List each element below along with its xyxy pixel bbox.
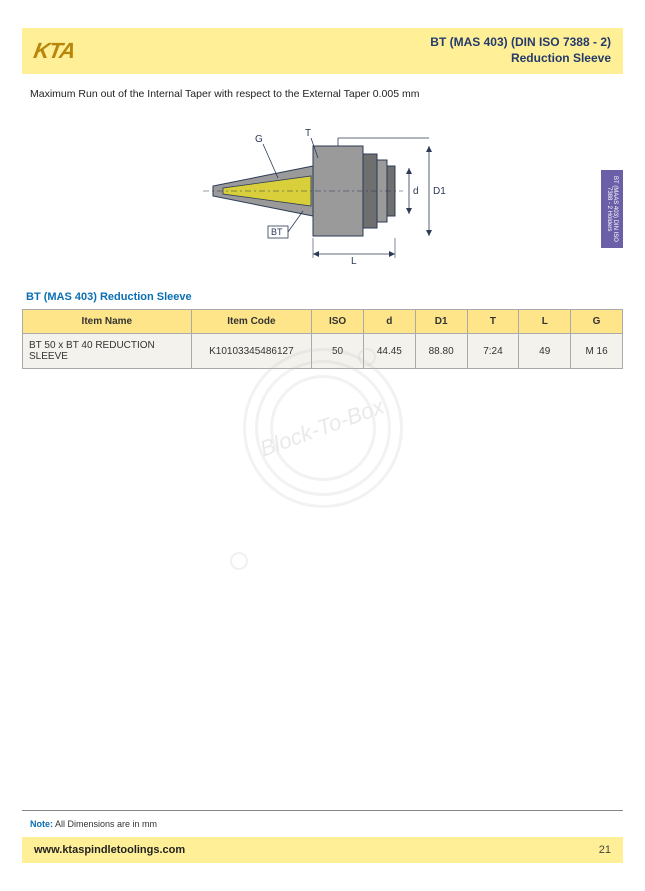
- runout-note: Maximum Run out of the Internal Taper wi…: [22, 82, 623, 110]
- watermark-dot-2: [230, 552, 248, 570]
- header-title-line2: Reduction Sleeve: [430, 51, 611, 67]
- watermark-text: Block-To-Box: [257, 393, 388, 462]
- diagram-label-d1: D1: [433, 186, 446, 197]
- cell-item-name: BT 50 x BT 40 REDUCTION SLEEVE: [23, 334, 192, 369]
- diagram-label-t: T: [305, 128, 311, 139]
- logo-text: KTA: [32, 38, 77, 64]
- page: KTA BT (MAS 403) (DIN ISO 7388 - 2) Redu…: [0, 0, 645, 891]
- cell-item-code: K10103345486127: [191, 334, 311, 369]
- watermark: Block-To-Box: [243, 348, 403, 508]
- watermark-circles: Block-To-Box: [243, 348, 403, 508]
- footer-rule: [22, 810, 623, 811]
- watermark-dot-1: [358, 348, 376, 366]
- reduction-sleeve-diagram: G T BT d D1 L: [193, 116, 453, 266]
- header-title-line1: BT (MAS 403) (DIN ISO 7388 - 2): [430, 35, 611, 51]
- diagram-label-bt: BT: [271, 227, 283, 237]
- col-item-name: Item Name: [23, 310, 192, 334]
- col-l: L: [519, 310, 571, 334]
- side-tab: BT (MAAS 403) DIN ISO 7388 - 2 Holders: [601, 170, 623, 248]
- footer-note: Note: All Dimensions are in mm: [22, 815, 623, 835]
- col-d: d: [363, 310, 415, 334]
- footer-url: www.ktaspindletoolings.com: [34, 844, 185, 856]
- col-g: G: [571, 310, 623, 334]
- cell-d1: 88.80: [415, 334, 467, 369]
- diagram-container: G T BT d D1 L: [22, 110, 623, 287]
- col-t: T: [467, 310, 519, 334]
- col-d1: D1: [415, 310, 467, 334]
- logo: KTA: [34, 38, 75, 64]
- note-label: Note:: [30, 819, 53, 829]
- cell-t: 7:24: [467, 334, 519, 369]
- spec-table: Item Name Item Code ISO d D1 T L G BT 50…: [22, 309, 623, 369]
- cell-g: M 16: [571, 334, 623, 369]
- note-text: All Dimensions are in mm: [55, 819, 157, 829]
- diagram-label-g: G: [255, 134, 263, 145]
- footer-bar: www.ktaspindletoolings.com 21: [22, 837, 623, 863]
- diagram-label-d: d: [413, 186, 419, 197]
- table-header-row: Item Name Item Code ISO d D1 T L G: [23, 310, 623, 334]
- cell-iso: 50: [312, 334, 364, 369]
- footer: Note: All Dimensions are in mm www.ktasp…: [22, 810, 623, 863]
- cell-l: 49: [519, 334, 571, 369]
- col-iso: ISO: [312, 310, 364, 334]
- header-bar: KTA BT (MAS 403) (DIN ISO 7388 - 2) Redu…: [22, 28, 623, 74]
- section-title: BT (MAS 403) Reduction Sleeve: [22, 287, 623, 309]
- col-item-code: Item Code: [191, 310, 311, 334]
- page-number: 21: [599, 844, 611, 856]
- diagram-label-l: L: [351, 256, 357, 266]
- table-row: BT 50 x BT 40 REDUCTION SLEEVE K10103345…: [23, 334, 623, 369]
- header-title: BT (MAS 403) (DIN ISO 7388 - 2) Reductio…: [430, 35, 611, 66]
